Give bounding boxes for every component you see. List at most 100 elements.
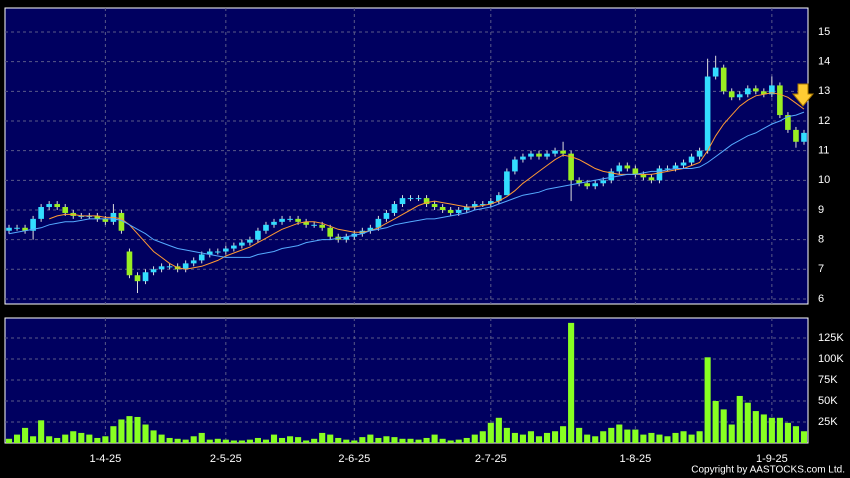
volume-bar: [86, 434, 93, 443]
candle-body: [303, 221, 309, 225]
candle-body: [560, 150, 566, 154]
volume-bar: [230, 440, 237, 443]
volume-bar: [126, 416, 133, 443]
volume-bar: [776, 417, 783, 443]
volume-bar: [640, 434, 647, 443]
volume-bar: [391, 437, 398, 443]
candle-body: [704, 76, 711, 151]
volume-bar: [311, 438, 318, 443]
candle-body: [471, 204, 478, 208]
candle-body: [407, 198, 414, 200]
volume-bar: [158, 434, 165, 443]
x-tick-label: 1-8-25: [619, 453, 651, 465]
volume-bar: [190, 436, 197, 443]
candle-body: [520, 156, 526, 160]
volume-bar: [254, 437, 261, 443]
candle-body: [463, 207, 470, 210]
volume-bar: [800, 431, 808, 443]
candle-body: [504, 171, 510, 196]
candle-body: [439, 207, 446, 210]
volume-bar: [632, 429, 639, 443]
candle-body: [182, 263, 189, 270]
volume-bar: [62, 434, 69, 443]
volume-bar: [102, 436, 109, 443]
candle-body: [78, 215, 85, 217]
volume-bar: [343, 439, 350, 443]
candle-body: [198, 254, 205, 261]
candle-body: [536, 153, 542, 157]
x-tick-label: 1-4-25: [89, 453, 121, 465]
y-tick-label: 125K: [818, 332, 844, 344]
y-tick-label: 7: [818, 263, 824, 275]
candle-body: [319, 224, 325, 228]
candle-body: [287, 218, 293, 220]
candle-body: [62, 207, 69, 213]
volume-bar: [174, 438, 181, 443]
volume-bar: [431, 434, 438, 443]
volume-panel: [4, 317, 809, 444]
x-tick-label: 2-7-25: [475, 453, 507, 465]
volume-bar: [351, 440, 358, 443]
candle-body: [6, 227, 12, 231]
volume-bar: [503, 427, 510, 443]
volume-bar: [736, 395, 743, 443]
candle-body: [54, 204, 61, 208]
candle-body: [102, 218, 109, 222]
volume-bar: [495, 417, 502, 443]
volume-bar: [94, 437, 101, 443]
candle-body: [664, 168, 671, 170]
y-tick-label: 9: [818, 204, 824, 216]
candle-body: [214, 251, 221, 253]
candle-body: [672, 165, 679, 169]
candle-body: [206, 251, 213, 255]
volume-bar: [656, 434, 663, 443]
candle-body: [14, 227, 20, 229]
candle-body: [608, 171, 615, 181]
candle-body: [367, 227, 374, 231]
candle-body: [720, 67, 727, 92]
candle-body: [271, 221, 277, 225]
candle-body: [680, 162, 687, 166]
volume-bar: [206, 439, 213, 443]
y-tick-label: 13: [818, 85, 830, 97]
volume-bar: [38, 420, 45, 443]
candle-body: [190, 260, 197, 264]
candle-body: [761, 91, 767, 95]
candle-body: [239, 242, 245, 246]
candle-body: [769, 85, 775, 95]
volume-bar: [568, 322, 575, 443]
candle-body: [576, 180, 582, 184]
candle-body: [479, 204, 486, 206]
volume-bar: [335, 437, 342, 443]
y-tick-label: 8: [818, 234, 824, 246]
candle-body: [118, 212, 125, 231]
candle-body: [431, 204, 438, 208]
candle-body: [688, 156, 695, 163]
candle-body: [255, 230, 261, 240]
candle-body: [415, 198, 422, 200]
candle-body: [22, 227, 28, 231]
volume-bar: [319, 432, 326, 443]
candle-body: [600, 180, 607, 184]
candle-body: [592, 183, 599, 187]
candle-body: [656, 168, 663, 181]
candle-body: [399, 198, 406, 205]
candle-body: [383, 212, 390, 219]
volume-bar: [584, 434, 591, 443]
candle-body: [512, 159, 518, 172]
volume-bar: [752, 411, 759, 443]
volume-bar: [592, 436, 599, 443]
volume-bar: [327, 434, 334, 443]
volume-bar: [270, 434, 278, 443]
candle-body: [640, 174, 647, 178]
volume-bar: [423, 437, 430, 443]
volume-bar: [728, 424, 735, 443]
candle-body: [785, 115, 791, 130]
volume-bar: [784, 422, 791, 443]
volume-bar: [704, 357, 711, 443]
volume-bar: [399, 438, 406, 443]
volume-bar: [222, 439, 229, 443]
price-panel: [4, 7, 809, 305]
candle-body: [528, 153, 534, 157]
candle-body: [624, 165, 631, 169]
